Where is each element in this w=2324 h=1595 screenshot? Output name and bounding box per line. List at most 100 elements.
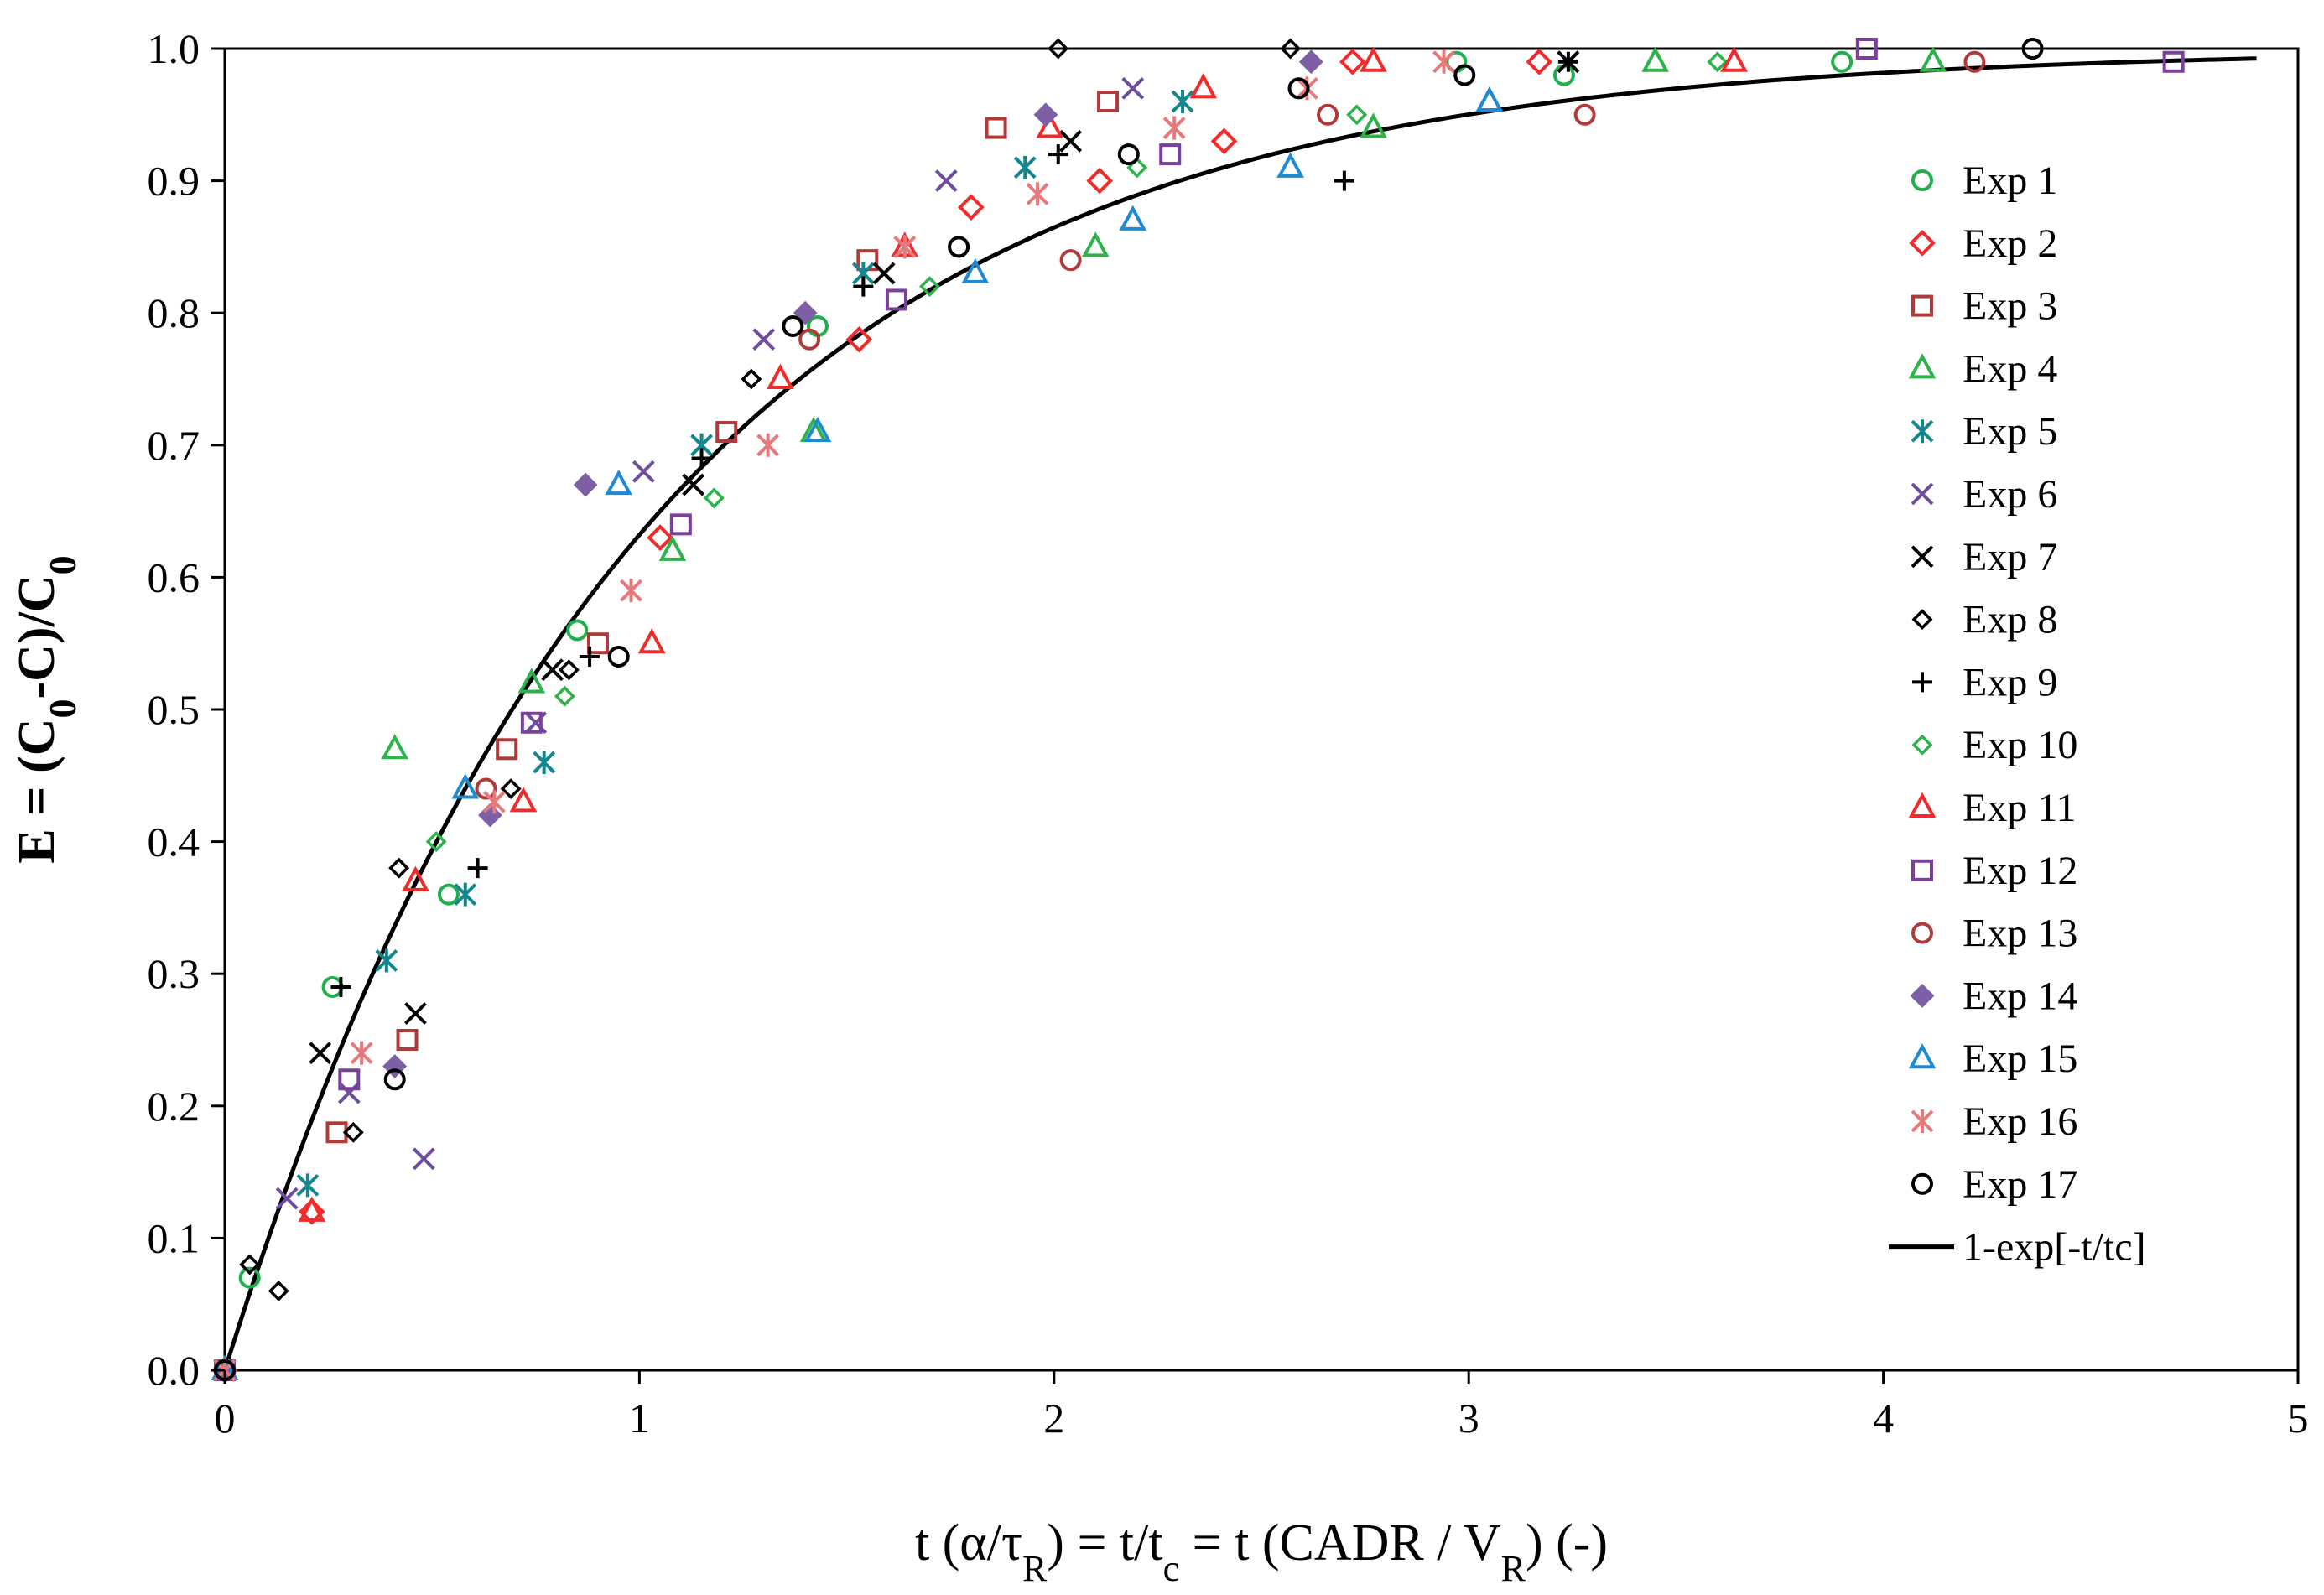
data-point xyxy=(482,790,506,814)
data-point xyxy=(1287,77,1310,100)
data-point xyxy=(425,831,447,853)
legend-label: Exp 7 xyxy=(1963,535,2057,579)
data-point xyxy=(541,658,564,682)
data-point xyxy=(1121,76,1145,100)
data-point xyxy=(893,235,917,259)
data-point xyxy=(2162,50,2185,73)
legend-marker xyxy=(1911,609,1933,631)
data-point xyxy=(1280,38,1302,60)
data-point xyxy=(268,1280,289,1301)
fit-curve-line xyxy=(222,56,2257,1371)
data-point xyxy=(573,472,598,497)
data-point xyxy=(1963,50,1986,73)
x-tick-label: 1 xyxy=(629,1395,650,1442)
data-point xyxy=(1189,73,1218,99)
legend-marker xyxy=(1909,229,1936,257)
series-17 xyxy=(214,38,2044,1381)
data-point xyxy=(1097,91,1120,113)
data-point xyxy=(853,276,874,297)
data-point xyxy=(934,169,958,193)
data-point xyxy=(741,368,762,390)
y-tick-label: 0.8 xyxy=(148,289,200,336)
data-point xyxy=(803,416,832,443)
series-16 xyxy=(213,49,1455,1382)
data-point xyxy=(948,236,970,258)
data-point xyxy=(1171,90,1194,114)
legend-label: Exp 10 xyxy=(1963,723,2077,767)
series-15 xyxy=(211,86,1504,1380)
data-point xyxy=(1831,50,1853,73)
legend-entry: Exp 2 xyxy=(1909,221,2057,266)
data-point xyxy=(605,469,633,496)
data-point xyxy=(782,314,804,337)
x-tick-label: 3 xyxy=(1458,1395,1479,1442)
data-point xyxy=(669,513,692,536)
data-point xyxy=(298,1198,325,1225)
data-point xyxy=(342,1121,364,1143)
data-point xyxy=(1026,182,1049,206)
data-point xyxy=(586,632,609,655)
y-tick-label: 0.9 xyxy=(148,158,200,205)
legend-marker xyxy=(1911,1109,1934,1133)
data-point xyxy=(402,865,429,891)
data-point xyxy=(412,1147,435,1171)
data-point xyxy=(238,1266,261,1289)
legend-label: Exp 15 xyxy=(1963,1036,2077,1081)
legend-label: Exp 2 xyxy=(1963,221,2057,266)
data-point xyxy=(509,787,538,813)
data-point xyxy=(337,1081,361,1104)
data-point xyxy=(958,194,985,221)
data-point xyxy=(1360,112,1387,138)
data-point xyxy=(275,1187,299,1210)
legend-label: Exp 4 xyxy=(1963,346,2057,391)
data-point xyxy=(338,1068,361,1091)
legend-label: Exp 17 xyxy=(1963,1162,2077,1207)
data-point xyxy=(703,487,725,509)
data-point xyxy=(1707,51,1729,73)
legend-entry: Exp 17 xyxy=(1911,1162,2077,1207)
data-point xyxy=(554,685,575,707)
legend-entry: Exp 5 xyxy=(1911,409,2057,454)
legend-marker xyxy=(1911,419,1934,444)
legend-marker xyxy=(1908,353,1937,379)
data-point xyxy=(872,262,896,285)
legend-entry: Exp 14 xyxy=(1910,974,2077,1018)
legend-marker xyxy=(1912,672,1932,693)
series-14 xyxy=(212,49,1323,1383)
x-tick-label: 0 xyxy=(215,1395,236,1442)
legend-label: Exp 3 xyxy=(1963,284,2057,329)
legend-marker xyxy=(1911,1172,1933,1195)
data-point xyxy=(467,858,488,879)
y-tick-label: 0.7 xyxy=(148,422,200,469)
data-point xyxy=(520,711,543,734)
data-point xyxy=(1059,249,1082,272)
data-point xyxy=(1475,86,1504,112)
legend-marker xyxy=(1908,1043,1937,1069)
data-point xyxy=(330,976,351,997)
y-tick-label: 1.0 xyxy=(148,25,200,72)
legend-entry: Exp 12 xyxy=(1911,849,2077,893)
data-point xyxy=(1526,48,1553,75)
data-point xyxy=(856,249,879,272)
legend-entry: Exp 10 xyxy=(1911,723,2077,767)
legend: Exp 1 Exp 2 Exp 3 Exp 4 Exp 5 Exp 6 Exp 7 Exp 8… xyxy=(1889,158,2146,1270)
data-point xyxy=(1013,155,1037,179)
legend-label: 1-exp[-t/tc] xyxy=(1963,1225,2146,1270)
data-point xyxy=(961,257,990,283)
y-tick-label: 0.6 xyxy=(148,553,200,600)
data-point xyxy=(1317,103,1339,126)
data-point xyxy=(1033,102,1058,127)
data-point xyxy=(383,1068,406,1091)
legend-marker xyxy=(1910,983,1935,1008)
data-point xyxy=(756,433,780,457)
data-point xyxy=(1360,46,1387,72)
data-point xyxy=(1919,46,1947,72)
legend-entry: Exp 6 xyxy=(1911,472,2057,517)
data-point xyxy=(1346,104,1368,126)
data-point xyxy=(1453,64,1476,86)
data-point xyxy=(1573,103,1596,126)
data-point xyxy=(691,448,712,469)
legend-label: Exp 14 xyxy=(1963,974,2077,1018)
data-point xyxy=(298,1196,326,1222)
